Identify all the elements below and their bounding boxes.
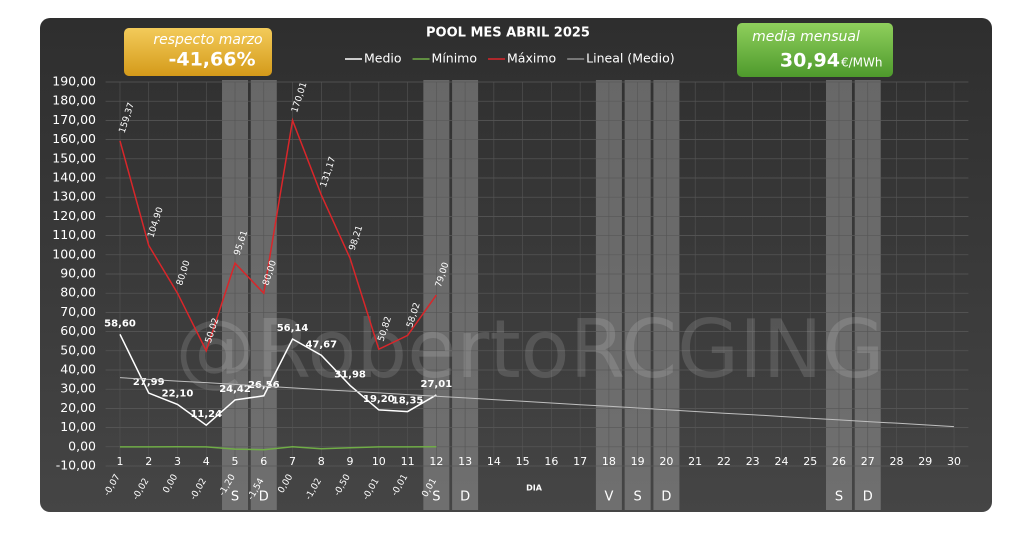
- band-label: D: [259, 490, 269, 505]
- x-tick-label: 18: [602, 455, 616, 468]
- x-tick-label: 2: [145, 455, 152, 468]
- data-label: 56,14: [277, 323, 309, 334]
- x-tick-label: 11: [401, 455, 415, 468]
- x-tick-label: 25: [803, 455, 817, 468]
- x-tick-label: 13: [458, 455, 472, 468]
- x-tick-label: 6: [260, 455, 267, 468]
- x-tick-label: 28: [890, 455, 904, 468]
- x-tick-label: 10: [372, 455, 386, 468]
- x-tick-label: 29: [918, 455, 932, 468]
- series-line: [119, 117, 437, 353]
- x-tick-label: 14: [487, 455, 501, 468]
- series-line: [119, 446, 437, 451]
- watermark: @RobertoRCGING: [175, 303, 884, 396]
- left-box: [124, 28, 272, 76]
- y-tick-label: 40,00: [60, 362, 96, 377]
- y-tick-label: 20,00: [60, 400, 96, 415]
- x-tick-label: 4: [203, 455, 210, 468]
- right-box-value: 30,94: [780, 50, 840, 72]
- data-label: 58,60: [104, 318, 136, 329]
- data-label: 22,10: [162, 388, 194, 399]
- x-tick-label: 27: [861, 455, 875, 468]
- x-tick-label: 3: [174, 455, 181, 468]
- x-tick-label: 22: [717, 455, 731, 468]
- y-tick-label: 70,00: [60, 304, 96, 319]
- data-label: 27,01: [421, 379, 453, 390]
- data-label: 11,24: [190, 409, 222, 420]
- y-tick-label: 10,00: [60, 419, 96, 434]
- x-tick-label: 21: [688, 455, 702, 468]
- x-tick-label: 1: [116, 455, 123, 468]
- y-tick-label: 80,00: [60, 285, 96, 300]
- x-tick-label: 19: [631, 455, 645, 468]
- x-tick-label: 9: [347, 455, 354, 468]
- x-tick-label: 15: [516, 455, 530, 468]
- chart-title: POOL MES ABRIL 2025: [426, 26, 590, 41]
- x-tick-label: 12: [429, 455, 443, 468]
- x-tick-label: 5: [232, 455, 239, 468]
- right-box-label: media mensual: [752, 29, 860, 45]
- band-label: D: [460, 490, 470, 505]
- y-tick-label: 60,00: [60, 323, 96, 338]
- data-label: 18,35: [392, 396, 424, 407]
- right-box: [737, 23, 893, 77]
- x-tick-label: 24: [774, 455, 788, 468]
- y-tick-label: 120,00: [52, 208, 96, 223]
- y-tick-label: 90,00: [60, 266, 96, 281]
- data-label: 31,98: [334, 369, 366, 380]
- y-tick-label: 30,00: [60, 381, 96, 396]
- y-tick-label: 180,00: [52, 93, 96, 108]
- data-label: 26,56: [248, 380, 280, 391]
- y-tick-label: 160,00: [52, 131, 96, 146]
- x-axis-label: DIA: [526, 484, 543, 493]
- band-label: V: [604, 490, 613, 505]
- band-label: S: [231, 490, 239, 505]
- y-tick-label: 190,00: [52, 74, 96, 89]
- legend-label: Mínimo: [432, 51, 477, 66]
- data-label: 19,20: [363, 394, 395, 405]
- x-tick-label: 23: [746, 455, 760, 468]
- right-box-unit: €/MWh: [841, 56, 883, 70]
- x-tick-label: 30: [947, 455, 961, 468]
- band-label: S: [634, 490, 642, 505]
- legend-label: Medio: [364, 51, 402, 66]
- series-line: [119, 377, 955, 428]
- band-label: D: [661, 490, 671, 505]
- x-tick-label: 17: [573, 455, 587, 468]
- y-tick-label: 50,00: [60, 342, 96, 357]
- y-tick-label: 100,00: [52, 246, 96, 261]
- panel: [40, 18, 992, 512]
- legend-label: Lineal (Medio): [586, 51, 674, 66]
- band-label: S: [835, 490, 843, 505]
- data-label: 47,67: [305, 339, 337, 350]
- y-tick-label: 110,00: [52, 227, 96, 242]
- y-tick-label: 130,00: [52, 189, 96, 204]
- x-tick-label: 7: [289, 455, 296, 468]
- band-label: D: [863, 490, 873, 505]
- left-box-value: -41,66%: [168, 49, 255, 71]
- x-tick-label: 8: [318, 455, 325, 468]
- x-tick-label: 20: [659, 455, 673, 468]
- y-tick-label: 0,00: [68, 438, 96, 453]
- y-tick-label: -10,00: [56, 458, 96, 473]
- legend-label: Máximo: [507, 51, 556, 66]
- series-line: [119, 333, 437, 427]
- x-tick-label: 16: [544, 455, 558, 468]
- y-tick-label: 170,00: [52, 112, 96, 127]
- x-tick-label: 26: [832, 455, 846, 468]
- y-tick-label: 140,00: [52, 170, 96, 185]
- y-tick-label: 150,00: [52, 150, 96, 165]
- data-label: 27,99: [133, 377, 165, 388]
- data-label: 24,42: [219, 384, 251, 395]
- band-label: S: [432, 490, 440, 505]
- left-box-label: respecto marzo: [153, 32, 262, 48]
